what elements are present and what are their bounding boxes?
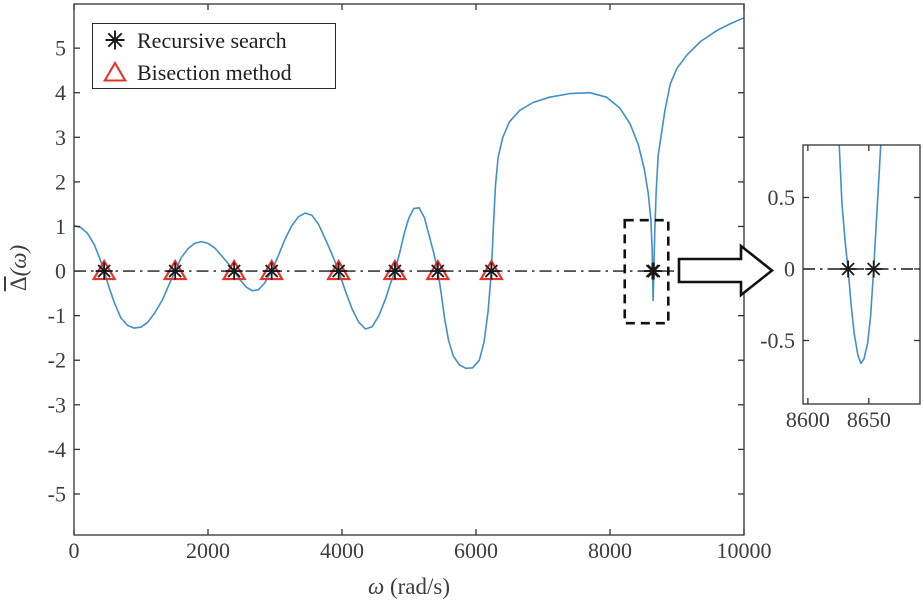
x-axis-label-omega: ω (367, 574, 385, 599)
main-recursive-marker (647, 264, 661, 278)
main-y-tick-label: 3 (55, 125, 66, 150)
inset-y-tick-label: 0 (784, 256, 795, 281)
inset-recursive-marker (867, 262, 881, 276)
inset-x-tick-label: 8650 (847, 407, 891, 432)
legend-label-bisection-method: Bisection method (137, 59, 292, 85)
inset-axes-box (802, 144, 921, 405)
main-y-tick-label: -4 (48, 437, 66, 462)
y-axis-label: Δ(ω) (6, 245, 32, 291)
main-y-tick-label: -3 (48, 392, 66, 417)
main-y-tick-label: 1 (55, 214, 66, 239)
y-axis-label-omega: (ω) (6, 244, 31, 277)
main-y-tick-label: 5 (55, 36, 66, 61)
zoom-region-dashed-box (623, 218, 670, 325)
inset-x-tick-label: 8600 (786, 407, 830, 432)
legend-label-recursive-search: Recursive search (137, 28, 287, 54)
inset-y-tick-label: -0.5 (760, 328, 795, 353)
inset-y-tick-label: 0.5 (768, 185, 796, 210)
legend: Recursive search Bisection method (92, 23, 336, 89)
asterisk-marker-icon (93, 28, 137, 52)
main-recursive-marker (227, 264, 241, 278)
main-y-tick-label: 2 (55, 169, 66, 194)
zoom-callout-arrow (677, 243, 775, 298)
main-y-tick-label: 4 (55, 80, 66, 105)
main-recursive-marker (484, 264, 499, 278)
frequency-determinant-curve-zoom (838, 145, 882, 365)
main-recursive-marker (265, 264, 279, 278)
main-y-tick-label: -1 (48, 303, 66, 328)
main-x-tick-label: 0 (69, 538, 80, 563)
legend-item-bisection-method: Bisection method (93, 57, 335, 87)
main-y-tick-label: -2 (48, 348, 66, 373)
main-x-tick-label: 6000 (454, 538, 498, 563)
main-x-tick-label: 10000 (717, 538, 772, 563)
main-x-tick-label: 2000 (186, 538, 230, 563)
triangle-marker-icon (93, 60, 137, 84)
main-recursive-marker (431, 264, 445, 278)
main-y-tick-label: 0 (55, 259, 66, 284)
y-axis-label-delta: Δ (6, 276, 31, 292)
triangle-marker-svg (102, 60, 128, 82)
main-x-tick-label: 4000 (320, 538, 364, 563)
main-recursive-marker (388, 264, 402, 278)
x-axis-label-units: (rad/s) (389, 574, 451, 599)
asterisk-marker-svg (105, 30, 125, 50)
main-x-tick-label: 8000 (588, 538, 632, 563)
main-recursive-marker (332, 264, 346, 278)
main-recursive-marker (97, 264, 111, 278)
legend-item-recursive-search: Recursive search (93, 25, 335, 55)
x-axis-label: ω (rad/s) (74, 574, 744, 600)
inset-recursive-marker (841, 262, 855, 276)
main-recursive-marker (168, 264, 182, 278)
frequency-determinant-curve (74, 17, 744, 370)
main-y-tick-label: -5 (48, 481, 66, 506)
